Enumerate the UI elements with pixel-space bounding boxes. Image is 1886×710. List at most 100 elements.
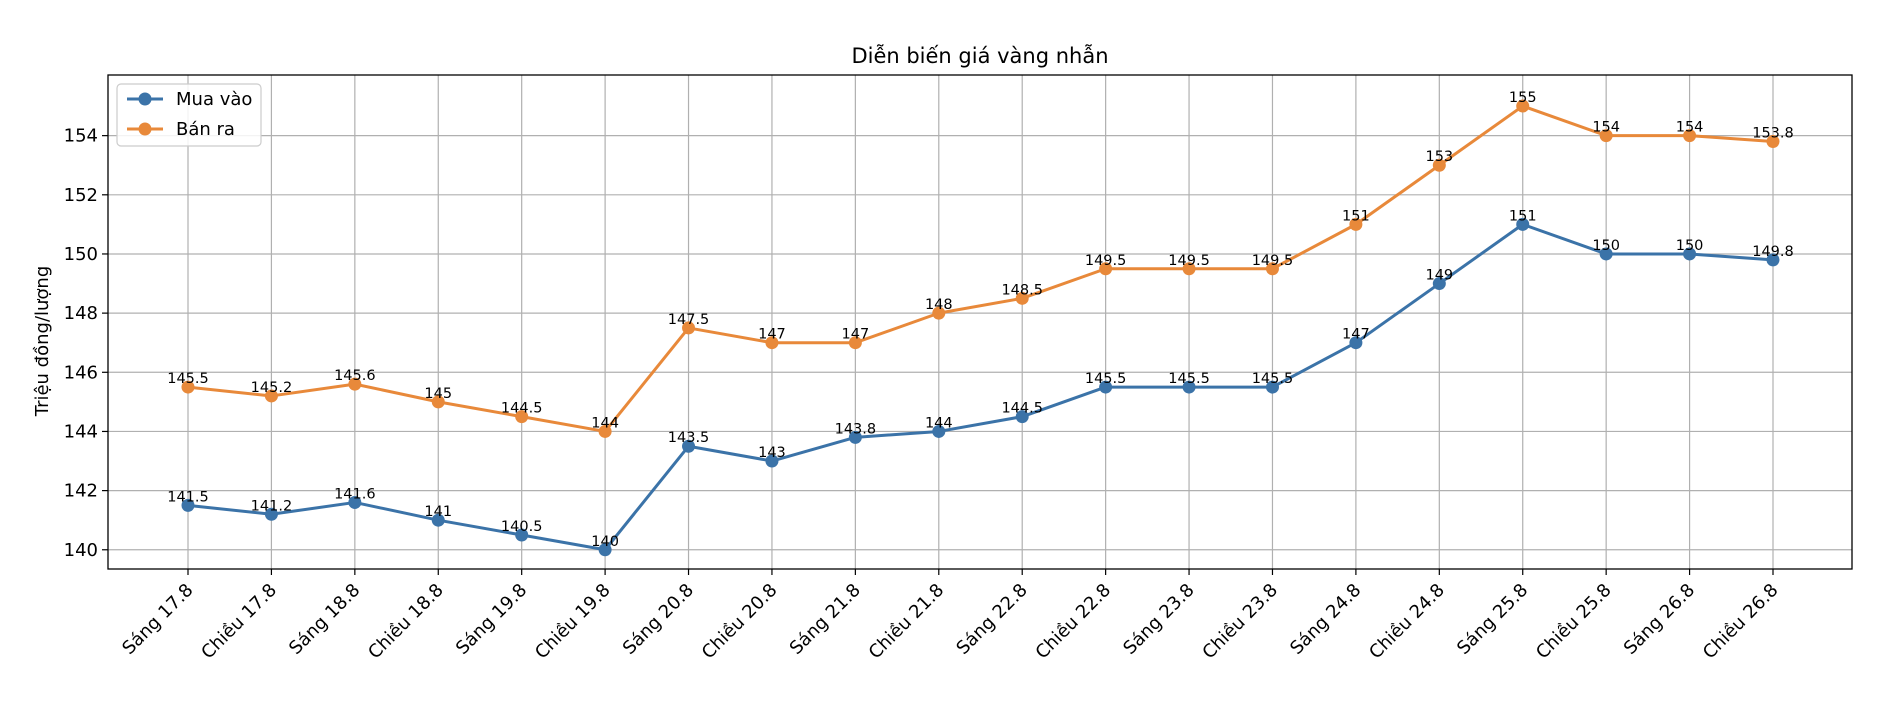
data-point — [598, 543, 612, 557]
data-label: 150 — [1592, 238, 1620, 254]
data-point — [765, 336, 779, 350]
data-point — [1015, 291, 1029, 305]
data-point — [932, 424, 946, 438]
x-tick-label: Sáng 21.8 — [786, 580, 865, 659]
data-point — [1015, 410, 1029, 424]
data-point — [1432, 158, 1446, 172]
data-label: 145.6 — [334, 368, 376, 384]
x-tick-label: Chiều 21.8 — [865, 580, 949, 664]
legend-label: Bán ra — [176, 119, 235, 140]
data-label: 149.5 — [1085, 253, 1127, 269]
data-point — [515, 528, 529, 542]
data-label: 145.5 — [1252, 371, 1294, 387]
data-point — [598, 424, 612, 438]
data-label: 140.5 — [501, 519, 543, 535]
data-point — [1099, 262, 1113, 276]
legend-marker — [138, 122, 152, 136]
data-label: 148.5 — [1001, 282, 1043, 298]
data-point — [431, 513, 445, 527]
data-point — [1599, 247, 1613, 261]
y-tick-label: 140 — [64, 540, 98, 561]
data-point — [264, 507, 278, 521]
data-point — [765, 454, 779, 468]
series-layer — [181, 99, 1780, 557]
data-point — [682, 321, 696, 335]
y-tick-label: 142 — [64, 481, 98, 502]
series-line-1 — [186, 222, 1775, 552]
x-tick-label: Sáng 19.8 — [452, 580, 531, 659]
data-point — [1766, 253, 1780, 267]
data-label: 153 — [1425, 149, 1453, 165]
x-tick-label: Chiều 22.8 — [1032, 580, 1116, 664]
x-tick-label: Sáng 25.8 — [1453, 580, 1532, 659]
data-point — [181, 498, 195, 512]
series-line-2 — [186, 104, 1775, 433]
data-label: 149.5 — [1168, 253, 1210, 269]
data-label: 143 — [758, 445, 786, 461]
x-tick-label: Chiều 25.8 — [1532, 580, 1616, 664]
x-tick-label: Sáng 22.8 — [952, 580, 1031, 659]
data-label: 149.5 — [1252, 253, 1294, 269]
x-tick-label: Sáng 20.8 — [619, 580, 698, 659]
data-point — [1432, 277, 1446, 291]
y-tick-label: 152 — [64, 185, 98, 206]
data-point — [1265, 380, 1279, 394]
data-labels: 141.5 141.2 141.6 141 140.5 140 143.5 143 143.8 1… — [167, 90, 1794, 550]
x-tick-label: Chiều 19.8 — [531, 580, 615, 664]
axes: Sáng 17.8 Chiều 17.8 Sáng 18.8 Chiều 18.8 Sá… — [64, 126, 1783, 664]
data-point — [682, 439, 696, 453]
data-point — [515, 410, 529, 424]
data-label: 149 — [1425, 268, 1453, 284]
x-tick-label: Sáng 17.8 — [118, 580, 197, 659]
data-label: 149.8 — [1752, 244, 1794, 260]
x-tick-label: Chiều 20.8 — [698, 580, 782, 664]
data-point — [181, 380, 195, 394]
data-point — [1349, 217, 1363, 231]
x-tick-label: Chiều 26.8 — [1699, 580, 1783, 664]
chart-title: Diễn biến giá vàng nhẫn — [851, 43, 1108, 68]
data-label: 147 — [842, 327, 870, 343]
y-tick-label: 148 — [64, 303, 98, 324]
x-tick-label: Sáng 26.8 — [1620, 580, 1699, 659]
data-point — [1599, 129, 1613, 143]
data-label: 155 — [1509, 90, 1537, 106]
x-tick-label: Chiều 18.8 — [364, 580, 448, 664]
data-point — [1766, 135, 1780, 149]
data-label: 154 — [1676, 120, 1704, 136]
x-tick-label: Sáng 24.8 — [1286, 580, 1365, 659]
data-label: 143.5 — [668, 430, 710, 446]
data-point — [1683, 247, 1697, 261]
data-point — [348, 495, 362, 509]
data-label: 144.5 — [501, 401, 543, 417]
y-tick-label: 150 — [64, 244, 98, 265]
y-tick-label: 146 — [64, 362, 98, 383]
data-label: 145.5 — [167, 371, 209, 387]
data-label: 141.6 — [334, 486, 376, 502]
data-point — [848, 430, 862, 444]
data-label: 154 — [1592, 120, 1620, 136]
data-point — [848, 336, 862, 350]
x-tick-label: Chiều 23.8 — [1198, 580, 1282, 664]
data-label: 143.8 — [835, 421, 877, 437]
data-point — [264, 389, 278, 403]
legend: Mua vào Bán ra — [116, 83, 262, 147]
y-axis-label: Triệu đồng/lượng — [32, 266, 53, 418]
data-point — [1182, 380, 1196, 394]
x-tick-label: Sáng 18.8 — [285, 580, 364, 659]
data-label: 151 — [1342, 208, 1370, 224]
x-tick-label: Chiều 17.8 — [197, 580, 281, 664]
data-point — [1099, 380, 1113, 394]
data-point — [1516, 99, 1530, 113]
data-label: 153.8 — [1752, 126, 1794, 142]
y-tick-label: 144 — [64, 421, 98, 442]
data-label: 145.5 — [1085, 371, 1127, 387]
data-label: 145.5 — [1168, 371, 1210, 387]
y-tick-label: 154 — [64, 126, 98, 147]
data-label: 141.2 — [251, 498, 293, 514]
data-label: 144 — [925, 415, 953, 431]
data-label: 144.5 — [1001, 401, 1043, 417]
data-label: 148 — [925, 297, 953, 313]
data-point — [1349, 336, 1363, 350]
data-label: 141 — [424, 504, 452, 520]
data-label: 144 — [591, 415, 619, 431]
